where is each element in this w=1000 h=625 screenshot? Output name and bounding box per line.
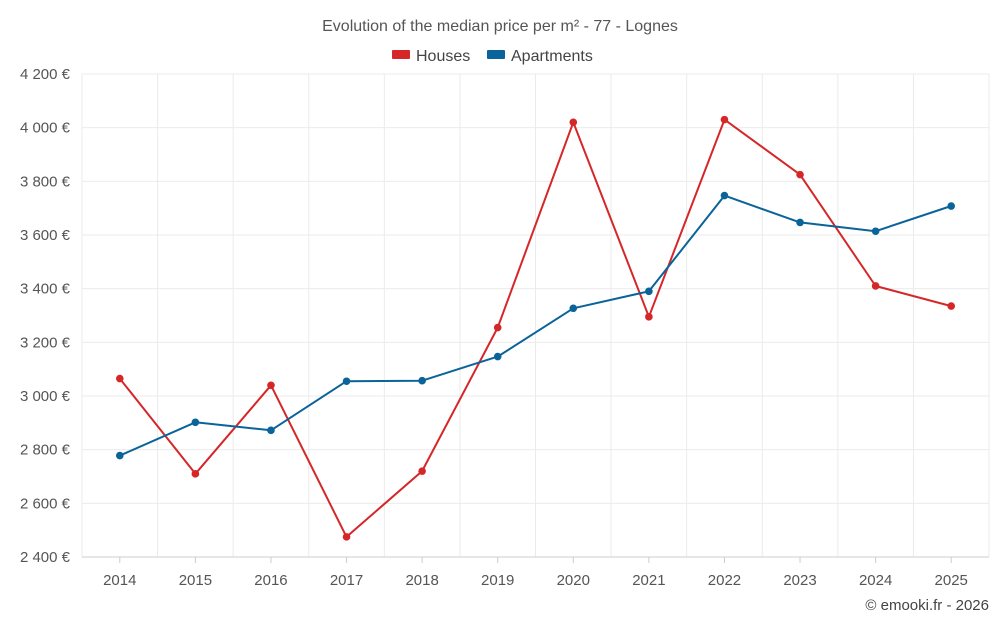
data-point-apartments[interactable] (267, 426, 275, 435)
x-tick-label: 2015 (179, 572, 212, 589)
data-point-houses[interactable] (191, 470, 200, 478)
series-houses (115, 115, 956, 541)
data-point-houses[interactable] (418, 467, 426, 475)
data-point-apartments[interactable] (342, 377, 351, 386)
series-line-houses (118, 118, 953, 538)
data-point-houses[interactable] (796, 170, 804, 179)
chart-title: Evolution of the median price per m² - 7… (322, 18, 678, 35)
x-tick-label: 2021 (632, 572, 665, 589)
legend-swatch-houses (392, 50, 410, 59)
data-point-houses[interactable] (645, 313, 653, 321)
x-tick-label: 2025 (935, 572, 968, 589)
credit-text: © emooki.fr - 2026 (865, 597, 989, 614)
y-tick-label: 2 400 € (20, 549, 71, 566)
horizontal-gridlines (82, 73, 989, 558)
data-point-apartments[interactable] (796, 218, 804, 227)
y-tick-label: 3 600 € (20, 227, 71, 244)
legend-swatch-apartments (487, 50, 505, 59)
y-tick-label: 4 000 € (20, 120, 71, 137)
legend-item-apartments[interactable]: Apartments (487, 48, 593, 65)
x-tick-label: 2022 (708, 572, 741, 589)
data-point-apartments[interactable] (191, 418, 200, 427)
data-point-apartments[interactable] (871, 227, 880, 236)
x-axis-labels: 2014 2015 2016 2017 2018 2019 2020 2021 2022 2023… (103, 557, 968, 589)
data-point-apartments[interactable] (645, 287, 653, 296)
y-tick-label: 2 600 € (20, 495, 71, 512)
data-point-houses[interactable] (947, 302, 956, 310)
x-tick-label: 2024 (859, 572, 892, 589)
series-line-apartments (118, 194, 953, 457)
x-tick-label: 2017 (330, 572, 363, 589)
y-tick-label: 2 800 € (20, 442, 71, 459)
data-point-houses[interactable] (720, 115, 729, 124)
x-tick-label: 2016 (254, 572, 287, 589)
data-point-houses[interactable] (569, 118, 578, 127)
y-tick-label: 3 200 € (20, 334, 71, 351)
legend-label-apartments: Apartments (511, 48, 593, 65)
y-axis-labels: 2 400 € 2 600 € 2 800 € 3 000 € 3 200 € 3 400… (20, 66, 71, 566)
x-tick-label: 2018 (405, 572, 438, 589)
data-point-apartments[interactable] (720, 191, 729, 200)
legend-label-houses: Houses (416, 48, 470, 65)
data-point-houses[interactable] (267, 381, 275, 390)
series-layer (115, 115, 956, 541)
data-point-apartments[interactable] (418, 376, 426, 385)
x-tick-label: 2014 (103, 572, 136, 589)
legend[interactable]: Houses Apartments (392, 48, 593, 65)
data-point-apartments[interactable] (493, 352, 502, 361)
series-apartments (115, 191, 956, 460)
data-point-houses[interactable] (493, 323, 502, 332)
data-point-houses[interactable] (115, 374, 124, 383)
data-point-apartments[interactable] (569, 304, 578, 313)
x-tick-label: 2020 (557, 572, 590, 589)
y-tick-label: 3 800 € (20, 173, 71, 190)
data-point-houses[interactable] (871, 282, 880, 290)
legend-item-houses[interactable]: Houses (392, 48, 470, 65)
x-tick-label: 2019 (481, 572, 514, 589)
vertical-gridlines (81, 74, 990, 557)
data-point-apartments[interactable] (115, 451, 124, 460)
y-tick-label: 3 400 € (20, 281, 71, 298)
y-tick-label: 3 000 € (20, 388, 71, 405)
data-point-houses[interactable] (342, 533, 351, 541)
x-tick-label: 2023 (783, 572, 816, 589)
data-point-apartments[interactable] (947, 202, 956, 210)
y-tick-label: 4 200 € (20, 66, 71, 83)
